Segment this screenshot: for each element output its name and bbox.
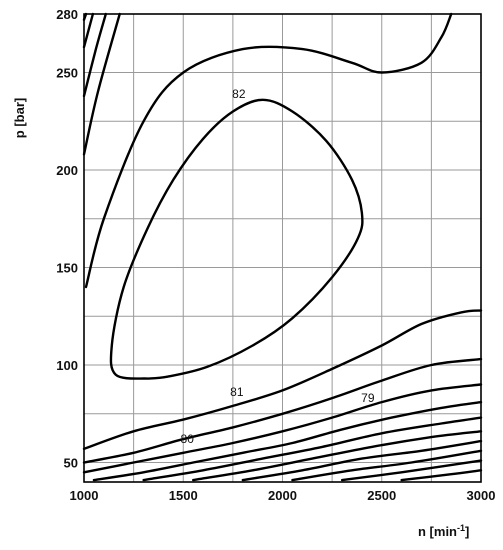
y-axis-ticks: 50 100 150 200 250 280	[56, 7, 78, 471]
y-tick-label-2: 150	[56, 261, 78, 276]
contour-line-10	[142, 416, 483, 482]
contour-line-3	[82, 12, 107, 98]
x-axis-label-main: n [min	[418, 524, 457, 539]
x-axis-label-close: ]	[465, 524, 469, 539]
plot-frame	[83, 13, 482, 483]
contour-line-14	[340, 459, 483, 482]
contour-lines	[82, 12, 483, 482]
y-tick-label-4: 250	[56, 66, 78, 81]
x-tick-label-3: 2500	[367, 488, 396, 503]
contour-line-0	[109, 98, 364, 380]
contour-line-7	[82, 357, 483, 464]
contour-line-12	[241, 439, 483, 482]
x-tick-label-4: 3000	[467, 488, 496, 503]
contour-line-9	[92, 400, 483, 482]
contour-line-8	[82, 383, 483, 474]
contour-label-2: 80	[181, 432, 195, 446]
y-tick-label-1: 100	[56, 358, 78, 373]
x-axis-label: n [min-1]	[418, 523, 469, 539]
contour-line-13	[291, 449, 483, 482]
x-tick-label-0: 1000	[70, 488, 99, 503]
contour-line-1	[84, 12, 453, 289]
contour-line-6	[82, 309, 483, 451]
y-axis-label: p [bar]	[12, 98, 27, 138]
contour-label-0: 82	[232, 87, 246, 101]
x-tick-label-1: 1500	[169, 488, 198, 503]
y-tick-label-5: 280	[56, 7, 78, 22]
x-axis-ticks: 1000 1500 2000 2500 3000	[70, 488, 496, 503]
x-tick-label-2: 2000	[268, 488, 297, 503]
x-axis-label-superscript: -1	[457, 523, 465, 533]
contour-label-1: 81	[230, 385, 244, 399]
y-tick-label-3: 200	[56, 163, 78, 178]
y-tick-label-0: 50	[64, 456, 78, 471]
contour-labels: 82 81 80 79	[181, 87, 375, 446]
contour-line-2	[82, 12, 121, 156]
contour-line-15	[400, 469, 483, 482]
grid	[83, 13, 482, 482]
contour-line-11	[192, 430, 483, 482]
contour-label-3: 79	[361, 391, 375, 405]
